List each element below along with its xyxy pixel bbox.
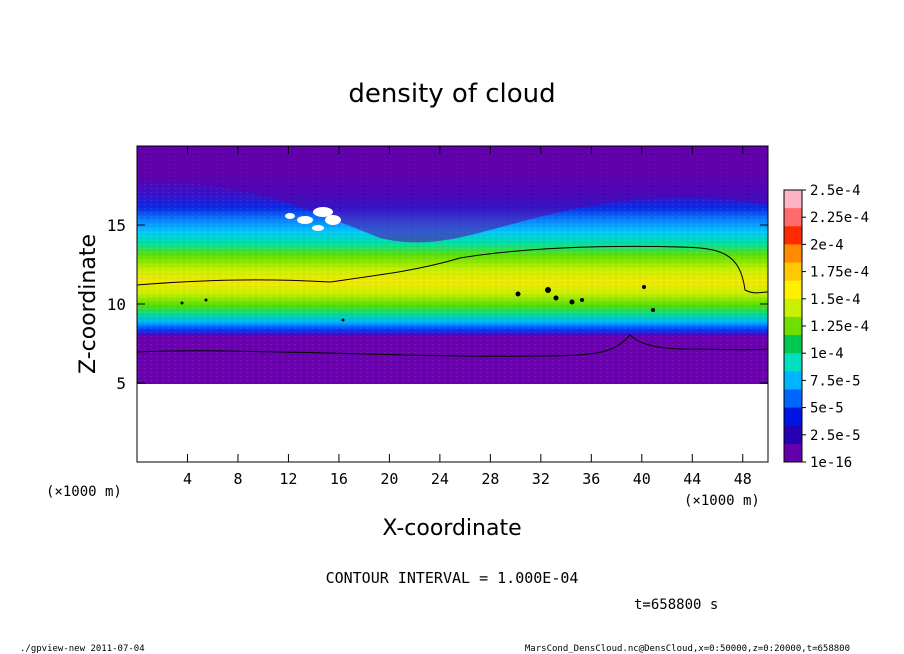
- colorbar-label: 1e-16: [810, 455, 852, 471]
- colorbar-swatch: [784, 335, 802, 354]
- colorbar: 2.5e-4 2.25e-4 2e-4 1.75e-4 1.5e-4 1.25e-4 1e-…: [783, 183, 869, 471]
- chart-title: density of cloud: [348, 79, 555, 109]
- colorbar-label: 2.5e-5: [810, 428, 861, 444]
- colorbar-swatch: [784, 316, 802, 336]
- colorbar-label: 2.5e-4: [810, 183, 861, 199]
- x-tick-label: 44: [683, 470, 701, 488]
- colorbar-swatch: [784, 407, 802, 427]
- y-axis-label: Z-coordinate: [76, 234, 101, 374]
- y-tick-label: 10: [107, 295, 126, 314]
- x-tick-label: 32: [532, 470, 550, 488]
- colorbar-swatch: [784, 280, 802, 300]
- colorbar-swatch: [784, 353, 802, 372]
- footer-right: MarsCond_DensCloud.nc@DensCloud,x=0:5000…: [525, 644, 850, 654]
- colorbar-label: 1e-4: [810, 346, 844, 362]
- x-tick-label: 28: [481, 470, 499, 488]
- colorbar-swatch: [784, 371, 802, 390]
- contour-upper: [136, 245, 769, 294]
- x-tick-label: 4: [183, 470, 192, 488]
- clear-patches: [285, 207, 341, 231]
- x-unit-left: (×1000 m): [46, 484, 122, 500]
- x-tick-label: 16: [330, 470, 348, 488]
- y-tick-label: 5: [116, 374, 126, 393]
- colorbar-swatch: [784, 425, 802, 445]
- time-label: t=658800 s: [634, 597, 718, 613]
- x-tick-label: 12: [279, 470, 297, 488]
- high-density-specks: [180, 285, 655, 322]
- x-tick-label: 48: [734, 470, 752, 488]
- x-unit-right: (×1000 m): [684, 493, 760, 509]
- colorbar-label: 1.75e-4: [810, 265, 869, 281]
- colorbar-swatch: [784, 298, 802, 318]
- colorbar-label: 5e-5: [810, 401, 844, 417]
- x-tick-label: 36: [582, 470, 600, 488]
- colorbar-swatch: [784, 244, 802, 264]
- empty-region: [137, 384, 768, 462]
- plot-area: [136, 145, 769, 463]
- x-tick-label: 20: [380, 470, 398, 488]
- colorbar-swatch: [784, 389, 802, 409]
- colorbar-swatch: [784, 190, 802, 209]
- colorbar-swatch: [784, 208, 802, 227]
- footer-left: ./gpview-new 2011-07-04: [20, 644, 145, 654]
- colorbar-swatch: [784, 443, 802, 463]
- colorbar-swatch: [784, 226, 802, 245]
- x-tick-label: 8: [233, 470, 242, 488]
- y-tick-label: 15: [107, 216, 126, 235]
- x-tick-label: 24: [431, 470, 449, 488]
- y-axis: 5 10 15: [107, 216, 768, 393]
- colorbar-swatch: [784, 262, 802, 282]
- upper-dark-band: [137, 146, 768, 243]
- contour-interval: CONTOUR INTERVAL = 1.000E-04: [326, 569, 579, 587]
- contour-lower: [136, 334, 769, 357]
- colorbar-label: 2e-4: [810, 237, 844, 253]
- x-tick-label: 40: [633, 470, 651, 488]
- colorbar-label: 7.5e-5: [810, 373, 861, 389]
- x-axis: 4 8 12 16 20 24 28 32 36 40 44 48: [183, 146, 752, 488]
- colorbar-label: 2.25e-4: [810, 210, 869, 226]
- colorbar-label: 1.25e-4: [810, 319, 869, 335]
- x-axis-label: X-coordinate: [382, 516, 521, 541]
- colorbar-label: 1.5e-4: [810, 292, 861, 308]
